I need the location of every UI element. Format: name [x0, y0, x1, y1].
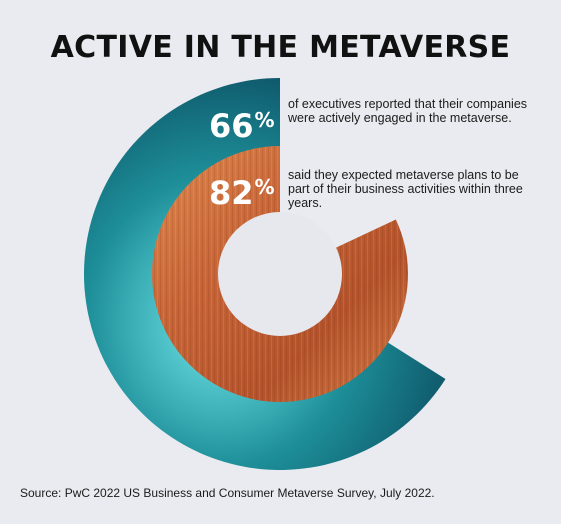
percent-sign-66: % [254, 108, 275, 132]
value-label-82: 82% [209, 177, 275, 209]
value-label-66: 66% [209, 110, 275, 142]
donut-hole [218, 212, 342, 336]
description-66: of executives reported that their compan… [288, 97, 528, 125]
chart-title: ACTIVE IN THE METAVERSE [50, 30, 511, 65]
percent-sign-82: % [254, 175, 275, 199]
value-number-66: 66 [209, 107, 254, 145]
value-number-82: 82 [209, 174, 254, 212]
source-note: Source: PwC 2022 US Business and Consume… [20, 486, 435, 500]
description-82: said they expected metaverse plans to be… [288, 168, 523, 210]
